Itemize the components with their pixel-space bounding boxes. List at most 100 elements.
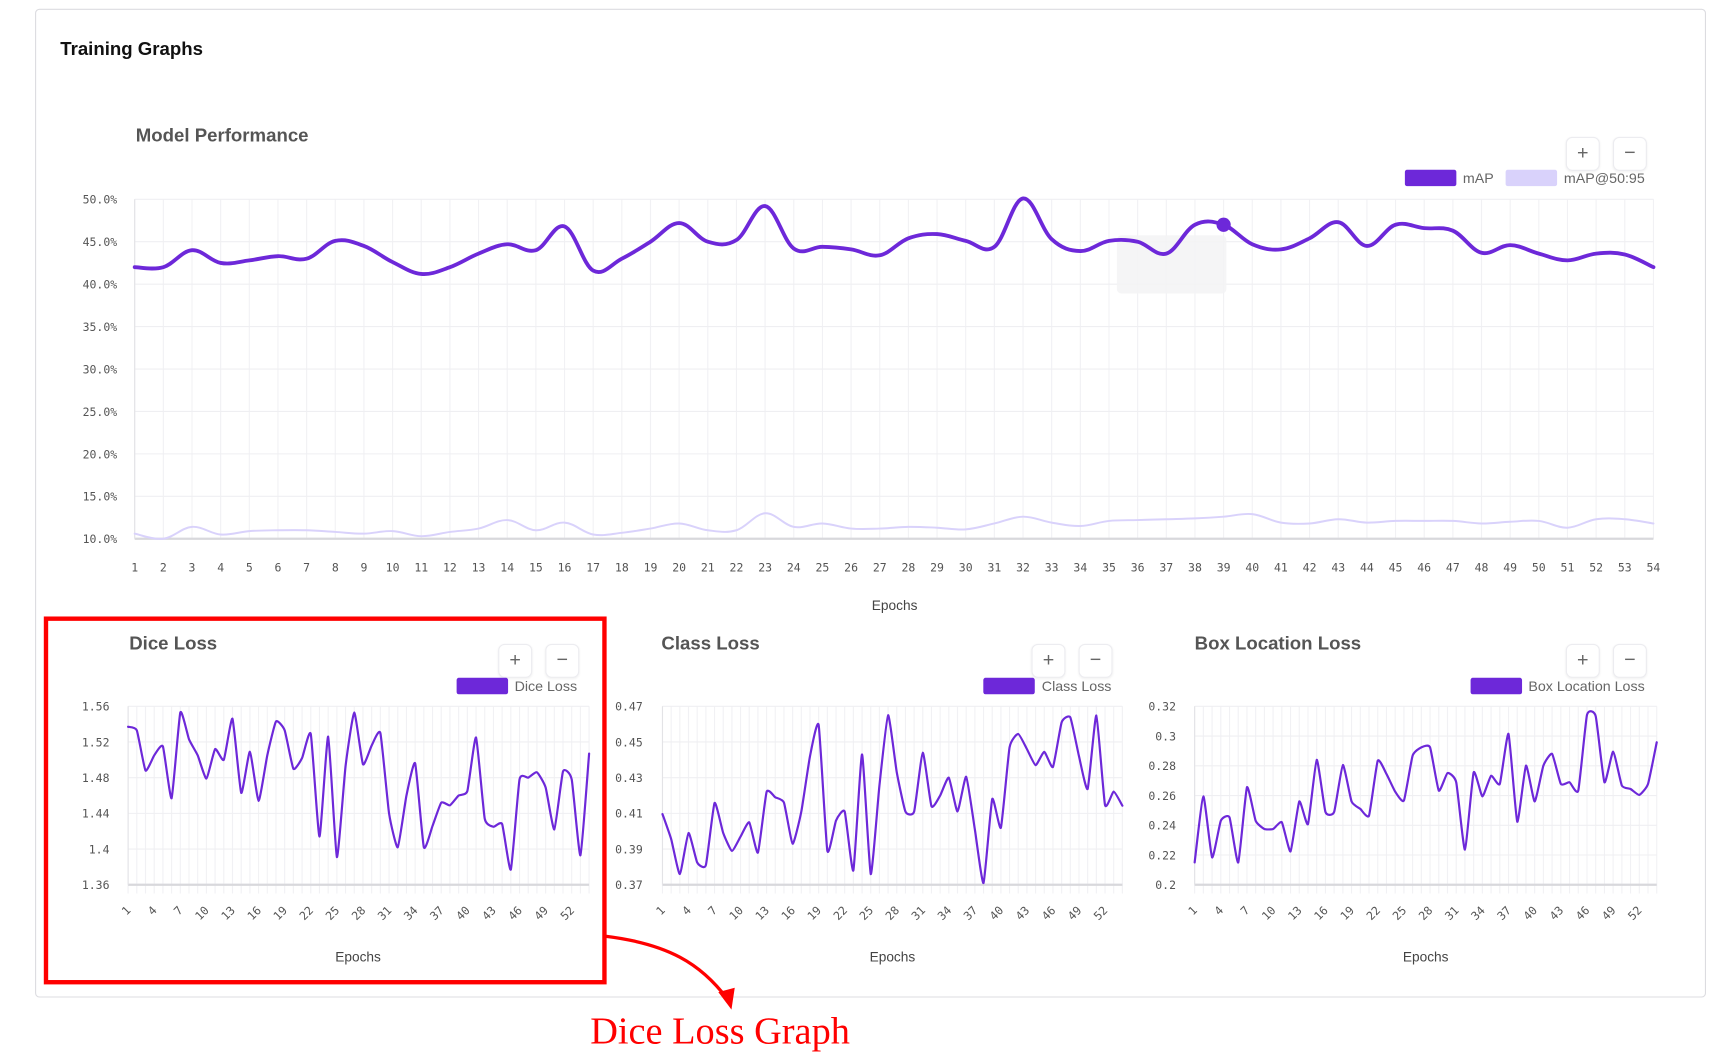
x-tick-label: 2 [160, 561, 167, 575]
dice-zoom-out-button[interactable]: − [545, 643, 580, 678]
x-tick-label: 1 [131, 561, 138, 575]
legend-item-map-50-95[interactable]: mAP@50:95 [1505, 169, 1645, 187]
y-tick-label: 40.0% [83, 278, 118, 292]
x-tick-label: 10 [1259, 903, 1279, 923]
x-tick-label: 39 [1217, 561, 1231, 575]
x-tick-label: 41 [1274, 561, 1288, 575]
x-tick-label: 17 [586, 561, 600, 575]
legend-label-box: Box Location Loss [1528, 677, 1645, 695]
x-tick-label: 19 [1337, 903, 1357, 923]
x-tick-label: 22 [730, 561, 744, 575]
x-tick-label: 44 [1360, 561, 1374, 575]
x-tick-label: 1 [1185, 903, 1200, 918]
class-legend[interactable]: Class Loss [983, 677, 1112, 695]
x-tick-label: 15 [529, 561, 543, 575]
x-tick-label: 31 [987, 561, 1001, 575]
series-line-map-50-95 [133, 512, 1655, 540]
x-tick-label: 31 [909, 903, 929, 923]
y-tick-label: 0.32 [1148, 700, 1176, 714]
x-tick-label: 25 [816, 561, 830, 575]
x-tick-label: 13 [1285, 903, 1305, 923]
box-zoom-in-button[interactable]: + [1565, 643, 1600, 678]
x-tick-label: 26 [844, 561, 858, 575]
x-tick-label: 16 [1311, 903, 1331, 923]
x-tick-label: 49 [1065, 903, 1085, 923]
annotation-label: Dice Loss Graph [590, 1009, 850, 1053]
series-line-map [132, 196, 1656, 277]
dice-legend[interactable]: Dice Loss [456, 677, 577, 695]
x-tick-label: 47 [1446, 561, 1460, 575]
x-axis-title: Epochs [335, 949, 381, 964]
x-tick-label: 10 [386, 561, 400, 575]
x-tick-label: 52 [1091, 903, 1111, 923]
y-tick-label: 45.0% [83, 235, 118, 249]
performance-zoom-out-button[interactable]: − [1612, 136, 1647, 171]
x-tick-label: 42 [1303, 561, 1317, 575]
x-tick-label: 50 [1532, 561, 1546, 575]
x-tick-label: 28 [901, 561, 915, 575]
x-tick-label: 32 [1016, 561, 1030, 575]
x-tick-label: 34 [1468, 903, 1488, 923]
legend-swatch-map [1404, 169, 1457, 187]
legend-swatch-box [1470, 677, 1522, 695]
legend-label-class: Class Loss [1041, 677, 1112, 695]
class-chart: 0.37 0.39 0.41 0.43 0.45 0.47 1 4 7 10 13 16 19 22 25 2… [615, 700, 1124, 964]
x-tick-label: 54 [1647, 561, 1661, 575]
x-tick-label: 49 [1503, 561, 1517, 575]
performance-legend: mAP mAP@50:95 [1404, 169, 1645, 187]
x-tick-label: 45 [1389, 561, 1403, 575]
y-tick-label: 0.2 [1155, 878, 1176, 892]
legend-label-map: mAP [1462, 169, 1494, 187]
performance-zoom-in-button[interactable]: + [1565, 136, 1600, 171]
x-tick-label: 28 [882, 903, 902, 923]
x-tick-label: 48 [1475, 561, 1489, 575]
y-tick-label: 1.36 [82, 878, 110, 892]
legend-item-map[interactable]: mAP [1404, 169, 1506, 187]
x-tick-label: 36 [1131, 561, 1145, 575]
y-tick-label: 0.26 [1148, 789, 1176, 803]
x-tick-label: 7 [1238, 903, 1253, 918]
x-tick-label: 53 [1618, 561, 1632, 575]
x-axis-title: Epochs [1403, 949, 1449, 964]
x-tick-label: 4 [1211, 903, 1226, 918]
y-tick-label: 1.44 [82, 807, 110, 821]
x-tick-label: 11 [414, 561, 428, 575]
class-zoom-out-button[interactable]: − [1078, 643, 1113, 678]
x-tick-label: 52 [1589, 561, 1603, 575]
y-tick-label: 0.3 [1155, 729, 1176, 743]
y-tick-label: 1.56 [82, 700, 110, 714]
performance-chart-title: Model Performance [135, 124, 309, 146]
x-tick-label: 34 [1073, 561, 1087, 575]
x-tick-label: 5 [246, 561, 253, 575]
x-axis-title: Epochs [870, 949, 916, 964]
x-tick-label: 37 [1494, 903, 1514, 923]
x-tick-label: 43 [1547, 903, 1567, 923]
y-tick-label: 15.0% [83, 490, 118, 504]
class-zoom-in-button[interactable]: + [1031, 643, 1066, 678]
x-tick-label: 18 [615, 561, 629, 575]
dice-zoom-in-button[interactable]: + [498, 643, 533, 678]
x-tick-label: 4 [217, 561, 224, 575]
y-tick-label: 0.43 [615, 771, 643, 785]
y-tick-label: 0.22 [1148, 848, 1176, 862]
y-tick-label: 0.41 [615, 807, 643, 821]
x-tick-label: 33 [1045, 561, 1059, 575]
x-tick-label: 35 [1102, 561, 1116, 575]
box-legend[interactable]: Box Location Loss [1470, 677, 1645, 695]
y-tick-label: 0.47 [615, 700, 643, 714]
box-zoom-out-button[interactable]: − [1612, 643, 1647, 678]
x-tick-label: 20 [672, 561, 686, 575]
x-tick-label: 10 [726, 903, 746, 923]
x-tick-label: 31 [1442, 903, 1462, 923]
x-tick-label: 6 [275, 561, 282, 575]
class-loss-chart-title: Class Loss [661, 632, 760, 654]
x-tick-label: 25 [1390, 903, 1410, 923]
box-location-loss-chart-title: Box Location Loss [1194, 632, 1362, 654]
x-tick-label: 19 [804, 903, 824, 923]
x-tick-label: 12 [443, 561, 457, 575]
y-tick-label: 0.28 [1148, 759, 1176, 773]
y-tick-label: 0.24 [1148, 819, 1176, 833]
x-tick-label: 13 [472, 561, 486, 575]
performance-chart: 10.0% 15.0% 20.0% 25.0% 30.0% 35.0% 40.0% 45.0%… [83, 193, 1661, 613]
